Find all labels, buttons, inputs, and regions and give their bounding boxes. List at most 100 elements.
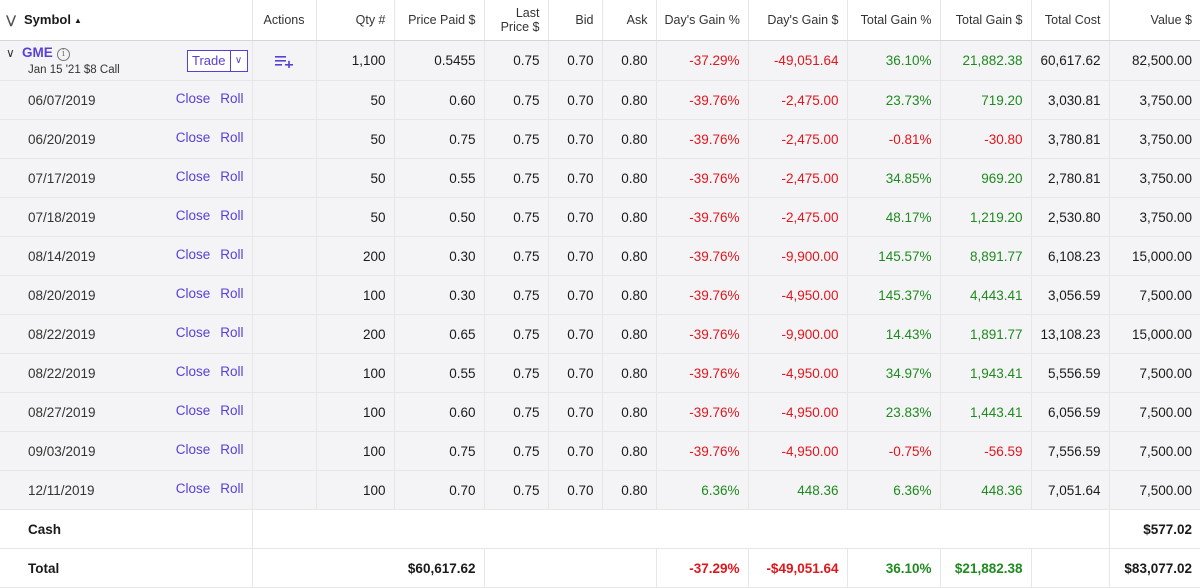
roll-lot-link[interactable]: Roll <box>220 324 244 340</box>
total-gain-pct-cell: -0.75% <box>847 431 941 471</box>
total-gain-pct-column-header[interactable]: Total Gain % <box>847 0 941 41</box>
close-lot-link[interactable]: Close <box>175 90 211 106</box>
roll-lot-link[interactable]: Roll <box>220 402 244 418</box>
last-price-column-header[interactable]: Last Price $ <box>484 0 549 41</box>
roll-lot-link[interactable]: Roll <box>220 207 244 223</box>
close-lot-link[interactable]: Close <box>175 324 211 340</box>
total-cost-column-header[interactable]: Total Cost <box>1031 0 1110 41</box>
close-lot-link[interactable]: Close <box>175 168 211 184</box>
roll-lot-link[interactable]: Roll <box>220 285 244 301</box>
lot-date-text: 12/11/2019 <box>28 482 95 498</box>
roll-lot-link[interactable]: Roll <box>220 363 244 379</box>
lot-action-links: Close Roll <box>176 481 244 496</box>
roll-lot-link[interactable]: Roll <box>220 441 244 457</box>
lot-row: 08/22/2019 Close Roll 200 0.65 0.75 0.70 0.80 -3… <box>0 314 1200 354</box>
ask-cell: 0.80 <box>602 119 657 159</box>
add-to-list-icon[interactable] <box>275 54 293 69</box>
total-total-gain-pct: 36.10% <box>847 548 941 588</box>
value-cell: 7,500.00 <box>1109 275 1200 315</box>
lot-actions-cell <box>252 353 317 393</box>
qty-cell: 100 <box>316 275 395 315</box>
close-lot-link[interactable]: Close <box>175 363 211 379</box>
roll-lot-link[interactable]: Roll <box>220 129 244 145</box>
price-paid-column-header[interactable]: Price Paid $ <box>394 0 485 41</box>
roll-lot-link[interactable]: Roll <box>220 168 244 184</box>
days-gain-pct-cell: -39.76% <box>656 314 749 354</box>
total-cost-cell: 3,056.59 <box>1031 275 1110 315</box>
lot-date-text: 08/14/2019 <box>28 248 96 264</box>
roll-lot-link[interactable]: Roll <box>220 90 244 106</box>
last-price-cell: 0.75 <box>484 40 549 81</box>
days-gain-usd-cell: -2,475.00 <box>748 80 848 120</box>
bid-cell: 0.70 <box>548 119 603 159</box>
qty-cell: 100 <box>316 431 395 471</box>
value-column-header[interactable]: Value $ <box>1109 0 1200 41</box>
last-price-cell: 0.75 <box>484 353 549 393</box>
days-gain-usd-cell: -9,900.00 <box>748 236 848 276</box>
collapse-chevron-icon[interactable]: ∨ <box>6 46 15 61</box>
close-lot-link[interactable]: Close <box>175 285 211 301</box>
qty-cell: 50 <box>316 197 395 237</box>
close-lot-link[interactable]: Close <box>175 246 211 262</box>
qty-cell: 100 <box>316 353 395 393</box>
symbol-cell: ∨ GME i Jan 15 '21 $8 Call Trade ∨ <box>0 40 253 81</box>
total-value: $83,077.02 <box>1109 548 1200 588</box>
last-price-cell: 0.75 <box>484 197 549 237</box>
trade-button[interactable]: Trade ∨ <box>187 50 248 72</box>
qty-column-header[interactable]: Qty # <box>316 0 395 41</box>
days-gain-pct-cell: -39.76% <box>656 197 749 237</box>
days-gain-pct-cell: -39.76% <box>656 236 749 276</box>
days-gain-pct-column-header[interactable]: Day's Gain % <box>656 0 749 41</box>
bid-cell: 0.70 <box>548 197 603 237</box>
ask-cell: 0.80 <box>602 40 657 81</box>
total-gain-usd-column-header[interactable]: Total Gain $ <box>940 0 1032 41</box>
chevron-down-icon[interactable]: ∨ <box>229 51 247 71</box>
days-gain-pct-cell: 6.36% <box>656 470 749 510</box>
days-gain-pct-cell: -37.29% <box>656 40 749 81</box>
days-gain-usd-column-header[interactable]: Day's Gain $ <box>748 0 848 41</box>
total-gain-usd-cell: 448.36 <box>940 470 1032 510</box>
roll-lot-link[interactable]: Roll <box>220 480 244 496</box>
value-cell: 7,500.00 <box>1109 392 1200 432</box>
header-row: ⋁ Symbol ▲ Actions Qty # Price Paid $ Last… <box>0 0 1200 41</box>
close-lot-link[interactable]: Close <box>175 480 211 496</box>
cash-label: Cash <box>0 509 253 549</box>
lot-actions-cell <box>252 80 317 120</box>
lot-actions-cell <box>252 197 317 237</box>
collapse-all-icon[interactable]: ⋁ <box>6 12 17 27</box>
qty-cell: 200 <box>316 314 395 354</box>
close-lot-link[interactable]: Close <box>175 207 211 223</box>
days-gain-pct-cell: -39.76% <box>656 275 749 315</box>
symbol-link[interactable]: GME <box>22 45 53 60</box>
lot-row: 08/22/2019 Close Roll 100 0.55 0.75 0.70 0.80 -3… <box>0 353 1200 393</box>
total-cost-cell: 7,051.64 <box>1031 470 1110 510</box>
symbol-column-header[interactable]: ⋁ Symbol ▲ <box>0 0 253 41</box>
info-icon[interactable]: i <box>56 48 70 61</box>
lot-date-text: 08/20/2019 <box>28 287 96 303</box>
ask-cell: 0.80 <box>602 158 657 198</box>
lot-date: 08/22/2019 Close Roll <box>0 353 253 393</box>
lot-date-text: 08/22/2019 <box>28 326 96 342</box>
lot-action-links: Close Roll <box>176 442 244 457</box>
bid-cell: 0.70 <box>548 40 603 81</box>
total-gain-pct-cell: 34.97% <box>847 353 941 393</box>
roll-lot-link[interactable]: Roll <box>220 246 244 262</box>
lot-row: 06/20/2019 Close Roll 50 0.75 0.75 0.70 0.80 -39… <box>0 119 1200 159</box>
days-gain-pct-cell: -39.76% <box>656 158 749 198</box>
price-paid-cell: 0.75 <box>394 431 485 471</box>
close-lot-link[interactable]: Close <box>175 441 211 457</box>
price-paid-cell: 0.60 <box>394 80 485 120</box>
total-gain-usd-cell: 1,443.41 <box>940 392 1032 432</box>
close-lot-link[interactable]: Close <box>175 129 211 145</box>
bid-column-header[interactable]: Bid <box>548 0 603 41</box>
lot-row: 08/14/2019 Close Roll 200 0.30 0.75 0.70 0.80 -3… <box>0 236 1200 276</box>
total-gain-usd-cell: 4,443.41 <box>940 275 1032 315</box>
lot-date-text: 06/07/2019 <box>28 92 96 108</box>
ask-column-header[interactable]: Ask <box>602 0 657 41</box>
lot-date-text: 06/20/2019 <box>28 131 96 147</box>
close-lot-link[interactable]: Close <box>175 402 211 418</box>
bid-cell: 0.70 <box>548 353 603 393</box>
total-gain-usd-cell: 1,943.41 <box>940 353 1032 393</box>
lot-actions-cell <box>252 236 317 276</box>
days-gain-pct-cell: -39.76% <box>656 80 749 120</box>
